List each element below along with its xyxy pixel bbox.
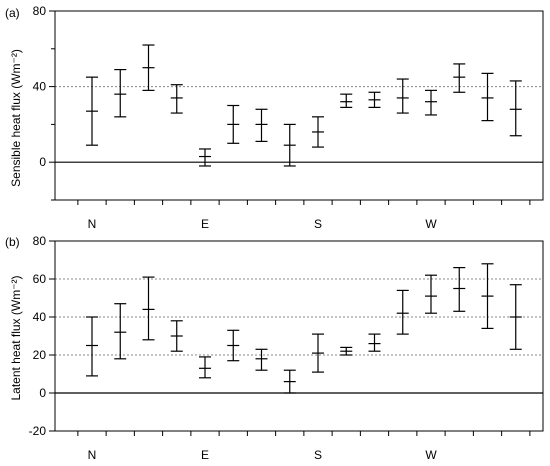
error-bar [481,72,494,122]
plot-frame [54,240,544,432]
error-bar [368,91,381,108]
error-bar [114,68,127,118]
y-tick-label: 80 [33,4,47,18]
x-tick-label: N [88,448,97,462]
error-bar [453,63,466,93]
error-bar [283,123,296,167]
error-bar [340,346,353,356]
x-tick-label: W [425,217,437,231]
error-bar [170,84,183,114]
panel-label: (b) [5,235,20,249]
error-bar [86,76,98,146]
panel-sensible-heat-flux: (a) Sensible heat flux (Wm⁻²) 0 40 80 N E S W [5,4,544,231]
error-bar [425,274,437,314]
y-tick-label: 20 [33,348,47,362]
error-bar [114,303,127,360]
x-tick-label: N [88,217,97,231]
plot-area: -20 0 20 40 60 80 N E S W [29,234,544,462]
error-bar [312,333,324,373]
y-tick-label: 60 [33,272,47,286]
error-bar [255,108,268,143]
error-bar [227,104,240,144]
error-bar [396,289,409,335]
x-tick-label: S [314,217,322,231]
error-bar [199,356,211,379]
error-bar [142,276,155,341]
x-tick-label: E [201,217,209,231]
error-bar [396,78,409,114]
error-bar [312,116,324,148]
error-bar [453,267,466,312]
y-axis-title: Latent heat flux (Wm⁻²) [9,275,23,400]
y-tick-label: 80 [33,234,47,248]
x-tick-label: E [201,448,209,462]
y-tick-label: 40 [33,310,47,324]
x-tick-label: S [314,448,322,462]
error-bar [509,284,522,350]
y-tick-label: 0 [39,155,46,169]
error-bar [227,329,240,362]
error-bar [199,148,211,167]
error-bar [340,93,353,108]
error-bar [255,348,268,371]
y-tick-label: -20 [29,424,47,438]
x-tick-label: W [425,448,437,462]
plot-frame [54,10,544,201]
error-bar [368,333,381,352]
y-tick-label: 0 [39,386,46,400]
error-bar [170,320,183,352]
error-bar [509,80,522,137]
panel-latent-heat-flux: (b) Latent heat flux (Wm⁻²) -20 0 20 40 60 80… [5,234,544,462]
y-tick-label: 40 [33,80,47,94]
y-axis-title: Sensible heat flux (Wm⁻²) [9,49,23,187]
error-bar [86,316,98,377]
error-bar [283,369,296,394]
panel-label: (a) [5,6,20,20]
plot-area: 0 40 80 N E S W [33,4,544,231]
error-bar [142,44,155,91]
error-bar [425,89,437,116]
error-bar [481,263,494,329]
